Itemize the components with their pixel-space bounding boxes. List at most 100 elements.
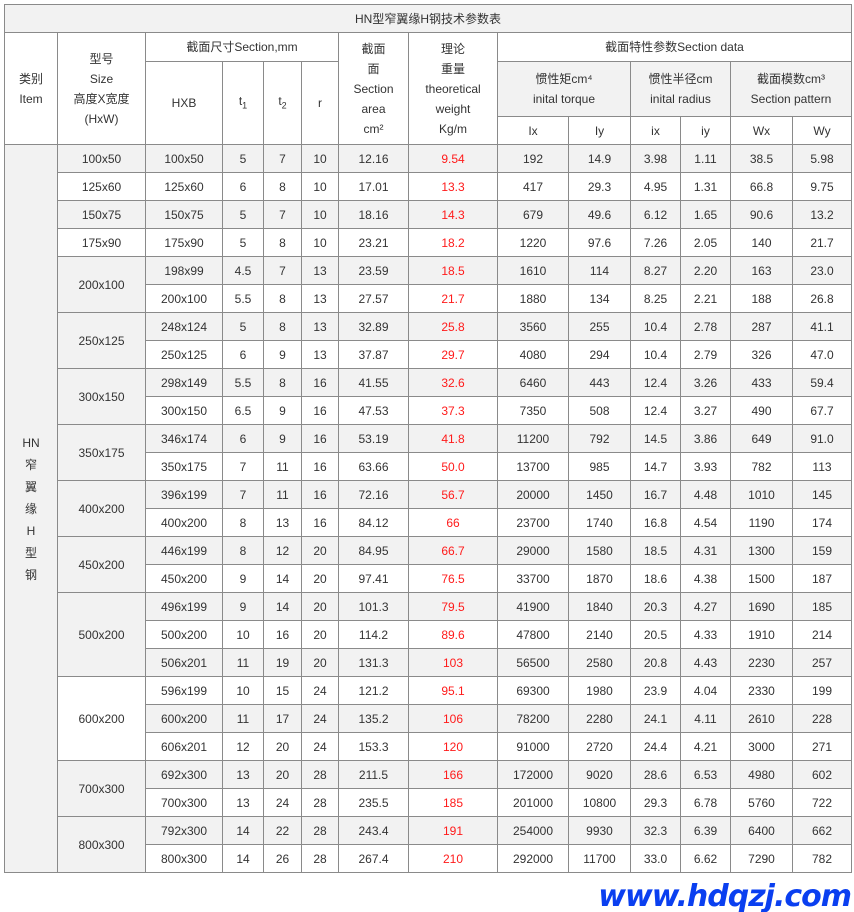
cell-t1: 14 <box>222 844 264 873</box>
cell-ix: 20.8 <box>630 648 681 677</box>
cell-ix: 16.8 <box>630 508 681 537</box>
cell-r: 10 <box>301 228 339 257</box>
cell-iy: 2.20 <box>680 256 731 285</box>
cell-weight: 66.7 <box>408 536 498 565</box>
cell-weight: 166 <box>408 760 498 789</box>
cell-iy-cap: 294 <box>568 340 631 369</box>
cell-wx: 163 <box>730 256 793 285</box>
cell-r: 20 <box>301 564 339 593</box>
cell-r: 16 <box>301 480 339 509</box>
cell-t2: 8 <box>263 172 302 201</box>
cell-ix-cap: 29000 <box>497 536 569 565</box>
cell-wy: 47.0 <box>792 340 852 369</box>
cell-ix-cap: 11200 <box>497 424 569 453</box>
cell-iy-cap: 1580 <box>568 536 631 565</box>
cell-ix: 10.4 <box>630 312 681 341</box>
cell-wx: 1690 <box>730 592 793 621</box>
cell-t2: 17 <box>263 704 302 733</box>
table-row: 150x75 150x75 5 7 10 18.16 14.3 679 49.6 6.12 1.65… <box>4 200 852 229</box>
cell-ix-cap: 3560 <box>497 312 569 341</box>
cell-area: 211.5 <box>338 760 409 789</box>
cell-t2: 12 <box>263 536 302 565</box>
cell-t2: 7 <box>263 200 302 229</box>
cell-t2: 8 <box>263 284 302 313</box>
cell-t2: 26 <box>263 844 302 873</box>
table-row: 250x125 248x124 5 8 13 32.89 25.8 3560 255 10.4 2.… <box>4 312 852 369</box>
cell-ix-cap: 4080 <box>497 340 569 369</box>
cell-weight: 18.2 <box>408 228 498 257</box>
cell-wx: 6400 <box>730 816 793 845</box>
cell-iy-cap: 443 <box>568 368 631 397</box>
cell-r: 24 <box>301 732 339 761</box>
cell-ix: 12.4 <box>630 396 681 425</box>
table-row: 800x300 14 26 28 267.4 210 292000 11700 33.0 6.62… <box>4 844 852 873</box>
cell-hxb: 600x200 <box>145 704 223 733</box>
cell-hxb: 200x100 <box>145 284 223 313</box>
cell-weight: 95.1 <box>408 676 498 705</box>
cell-iy-cap: 255 <box>568 312 631 341</box>
cell-t2: 20 <box>263 732 302 761</box>
cell-t1: 9 <box>222 592 264 621</box>
cell-area: 84.12 <box>338 508 409 537</box>
cell-weight: 210 <box>408 844 498 873</box>
cell-r: 16 <box>301 368 339 397</box>
cell-iy: 4.31 <box>680 536 731 565</box>
cell-iy-cap: 134 <box>568 284 631 313</box>
cell-wy: 21.7 <box>792 228 852 257</box>
table-row: 250x125 6 9 13 37.87 29.7 4080 294 10.4 2.79 326 47… <box>4 340 852 369</box>
cell-r: 16 <box>301 396 339 425</box>
cell-ix-cap: 20000 <box>497 480 569 509</box>
table-row: 200x100 198x99 4.5 7 13 23.59 18.5 1610 114 8.27 2… <box>4 256 852 313</box>
cell-iy: 4.27 <box>680 592 731 621</box>
cell-iy-cap: 2580 <box>568 648 631 677</box>
size-cell: 125x60 <box>57 172 146 201</box>
cell-iy: 2.78 <box>680 312 731 341</box>
size-cell: 450x200 <box>57 536 146 593</box>
size-cell: 300x150 <box>57 368 146 425</box>
cell-ix: 7.26 <box>630 228 681 257</box>
cell-iy-cap: 508 <box>568 396 631 425</box>
cell-wy: 199 <box>792 676 852 705</box>
cell-r: 28 <box>301 816 339 845</box>
cell-wx: 2330 <box>730 676 793 705</box>
cell-ix: 14.7 <box>630 452 681 481</box>
cell-wx: 1190 <box>730 508 793 537</box>
cell-r: 20 <box>301 592 339 621</box>
cell-wx: 1500 <box>730 564 793 593</box>
header-section-mm: 截面尺寸Section,mm <box>145 32 339 62</box>
size-cell: 250x125 <box>57 312 146 369</box>
cell-t1: 10 <box>222 620 264 649</box>
cell-r: 13 <box>301 256 339 285</box>
header-section-data: 截面特性参数Section data <box>497 32 852 62</box>
cell-wx: 38.5 <box>730 144 793 173</box>
size-cell: 350x175 <box>57 424 146 481</box>
cell-wx: 1910 <box>730 620 793 649</box>
cell-t2: 22 <box>263 816 302 845</box>
cell-r: 28 <box>301 760 339 789</box>
cell-ix: 29.3 <box>630 788 681 817</box>
size-cell: 150x75 <box>57 200 146 229</box>
cell-area: 153.3 <box>338 732 409 761</box>
cell-ix-cap: 201000 <box>497 788 569 817</box>
cell-ix-cap: 41900 <box>497 592 569 621</box>
cell-hxb: 506x201 <box>145 648 223 677</box>
cell-t2: 9 <box>263 396 302 425</box>
cell-ix-cap: 417 <box>497 172 569 201</box>
cell-wy: 185 <box>792 592 852 621</box>
cell-ix-cap: 91000 <box>497 732 569 761</box>
cell-ix: 14.5 <box>630 424 681 453</box>
cell-r: 20 <box>301 620 339 649</box>
cell-area: 267.4 <box>338 844 409 873</box>
cell-ix: 24.1 <box>630 704 681 733</box>
cell-ix: 8.27 <box>630 256 681 285</box>
cell-wy: 159 <box>792 536 852 565</box>
cell-t1: 7 <box>222 480 264 509</box>
header-t2: t2 <box>263 61 302 145</box>
cell-t2: 9 <box>263 424 302 453</box>
cell-wy: 662 <box>792 816 852 845</box>
cell-t1: 13 <box>222 788 264 817</box>
cell-wx: 1300 <box>730 536 793 565</box>
cell-iy: 4.33 <box>680 620 731 649</box>
cell-r: 24 <box>301 676 339 705</box>
cell-weight: 14.3 <box>408 200 498 229</box>
